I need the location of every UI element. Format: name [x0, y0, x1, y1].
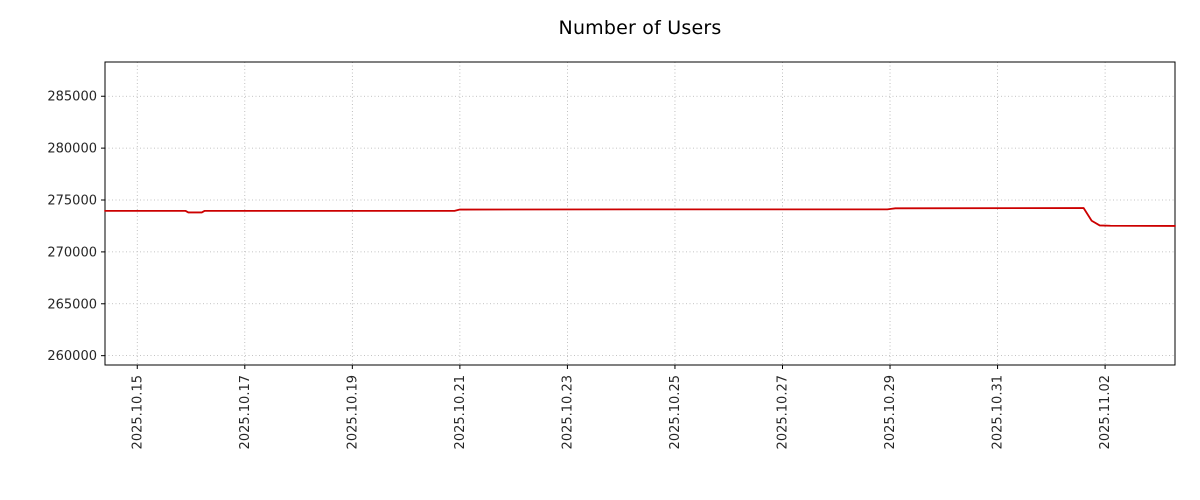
x-tick-label: 2025.10.29: [883, 375, 898, 449]
y-tick-label: 280000: [47, 142, 97, 157]
x-tick-label: 2025.10.21: [453, 375, 468, 449]
x-tick-label: 2025.10.31: [991, 375, 1006, 449]
x-tick-label: 2025.10.17: [238, 375, 253, 449]
x-tick-label: 2025.10.27: [775, 375, 790, 449]
x-tick-label: 2025.11.02: [1098, 375, 1113, 449]
chart-title: Number of Users: [558, 17, 722, 39]
x-tick-label: 2025.10.19: [345, 375, 360, 449]
series-line-users: [104, 207, 1176, 227]
y-tick-label: 260000: [47, 349, 97, 364]
x-tick-label: 2025.10.15: [130, 375, 145, 449]
y-tick-label: 270000: [47, 245, 97, 260]
x-tick-label: 2025.10.23: [560, 375, 575, 449]
x-tick-label: 2025.10.25: [668, 375, 683, 449]
plot-border: [104, 61, 1176, 366]
y-tick-label: 285000: [47, 90, 97, 105]
y-tick-label: 265000: [47, 297, 97, 312]
y-tick-label: 275000: [47, 194, 97, 209]
